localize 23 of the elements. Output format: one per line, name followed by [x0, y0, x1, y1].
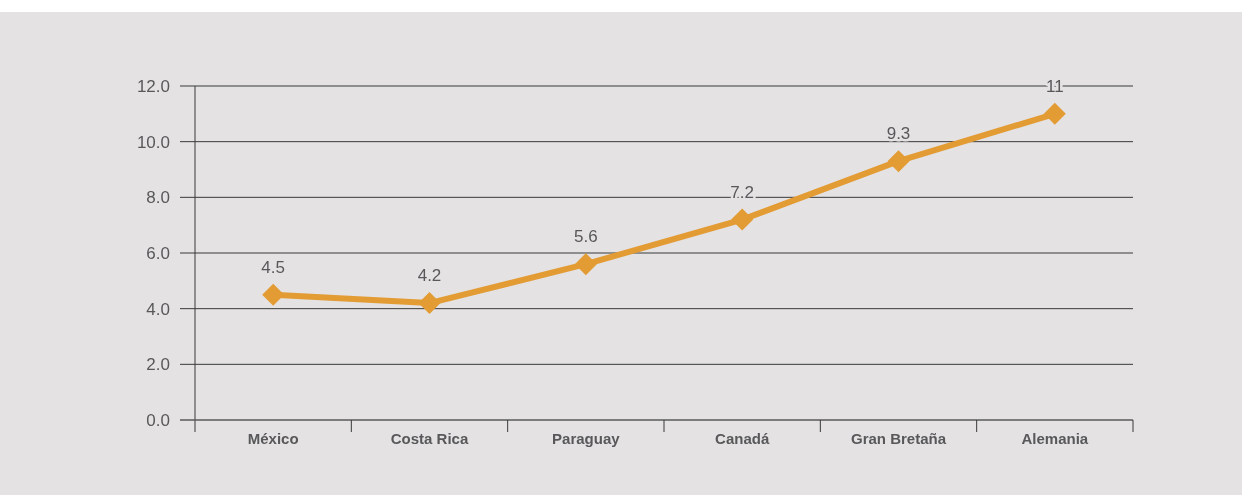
point: [262, 283, 285, 306]
x-tick-label: Alemania: [1021, 430, 1089, 447]
y-tick-label: 0.0: [146, 410, 170, 430]
x-tick-label: Gran Bretaña: [850, 430, 947, 447]
point: [574, 253, 597, 276]
x-tick-label: México: [247, 430, 299, 447]
point: [1043, 102, 1066, 125]
point: [418, 292, 441, 315]
data-label: 4.2: [417, 266, 442, 286]
y-tick-label: 6.0: [146, 243, 170, 263]
x-tick-label: Canadá: [715, 430, 770, 447]
data-label: 4.5: [261, 257, 285, 277]
point: [887, 150, 910, 173]
y-tick-label: 12.0: [136, 76, 170, 96]
y-tick-label: 2.0: [146, 355, 170, 375]
data-label: 9.3: [886, 124, 911, 144]
y-tick-label: 8.0: [146, 188, 170, 208]
data-label: 5.6: [574, 227, 598, 247]
y-tick-label: 4.0: [146, 299, 170, 319]
y-tick-label: 10.0: [136, 132, 170, 152]
x-tick-label: Costa Rica: [390, 430, 469, 447]
x-tick-label: Paraguay: [552, 430, 621, 447]
point: [731, 208, 754, 231]
